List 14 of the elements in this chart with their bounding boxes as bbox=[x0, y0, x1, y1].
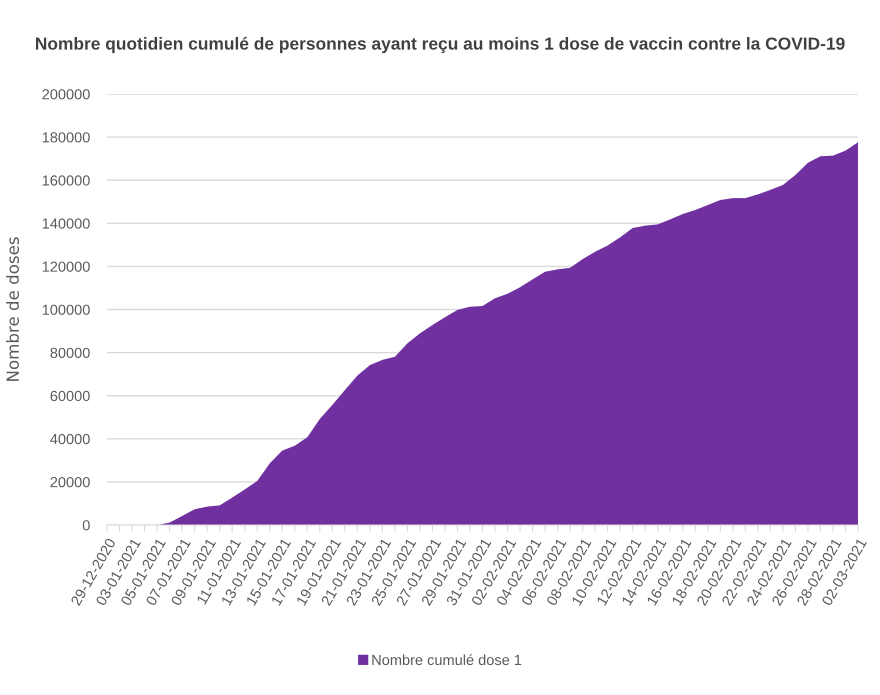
y-tick-label: 200000 bbox=[42, 89, 90, 100]
y-tick-label: 80000 bbox=[50, 348, 90, 358]
y-tick-label: 100000 bbox=[42, 304, 90, 315]
y-tick-label: 140000 bbox=[42, 218, 90, 229]
y-axis-title: Nombre de doses bbox=[6, 237, 19, 381]
y-tick-label: 40000 bbox=[50, 434, 90, 444]
legend-label: Nombre cumulé dose 1 bbox=[372, 654, 522, 666]
y-tick-label: 20000 bbox=[50, 477, 90, 488]
y-tick-label: 160000 bbox=[42, 175, 90, 186]
y-tick-label: 60000 bbox=[50, 390, 90, 402]
y-tick-label: 0 bbox=[82, 520, 90, 530]
y-tick-label: 180000 bbox=[42, 132, 90, 143]
y-tick-label: 120000 bbox=[42, 262, 90, 272]
chart-title: Nombre quotidien cumulé de personnes ayant reçu au moins 1 dose de vaccin contre la COVID-19 bbox=[36, 36, 845, 54]
